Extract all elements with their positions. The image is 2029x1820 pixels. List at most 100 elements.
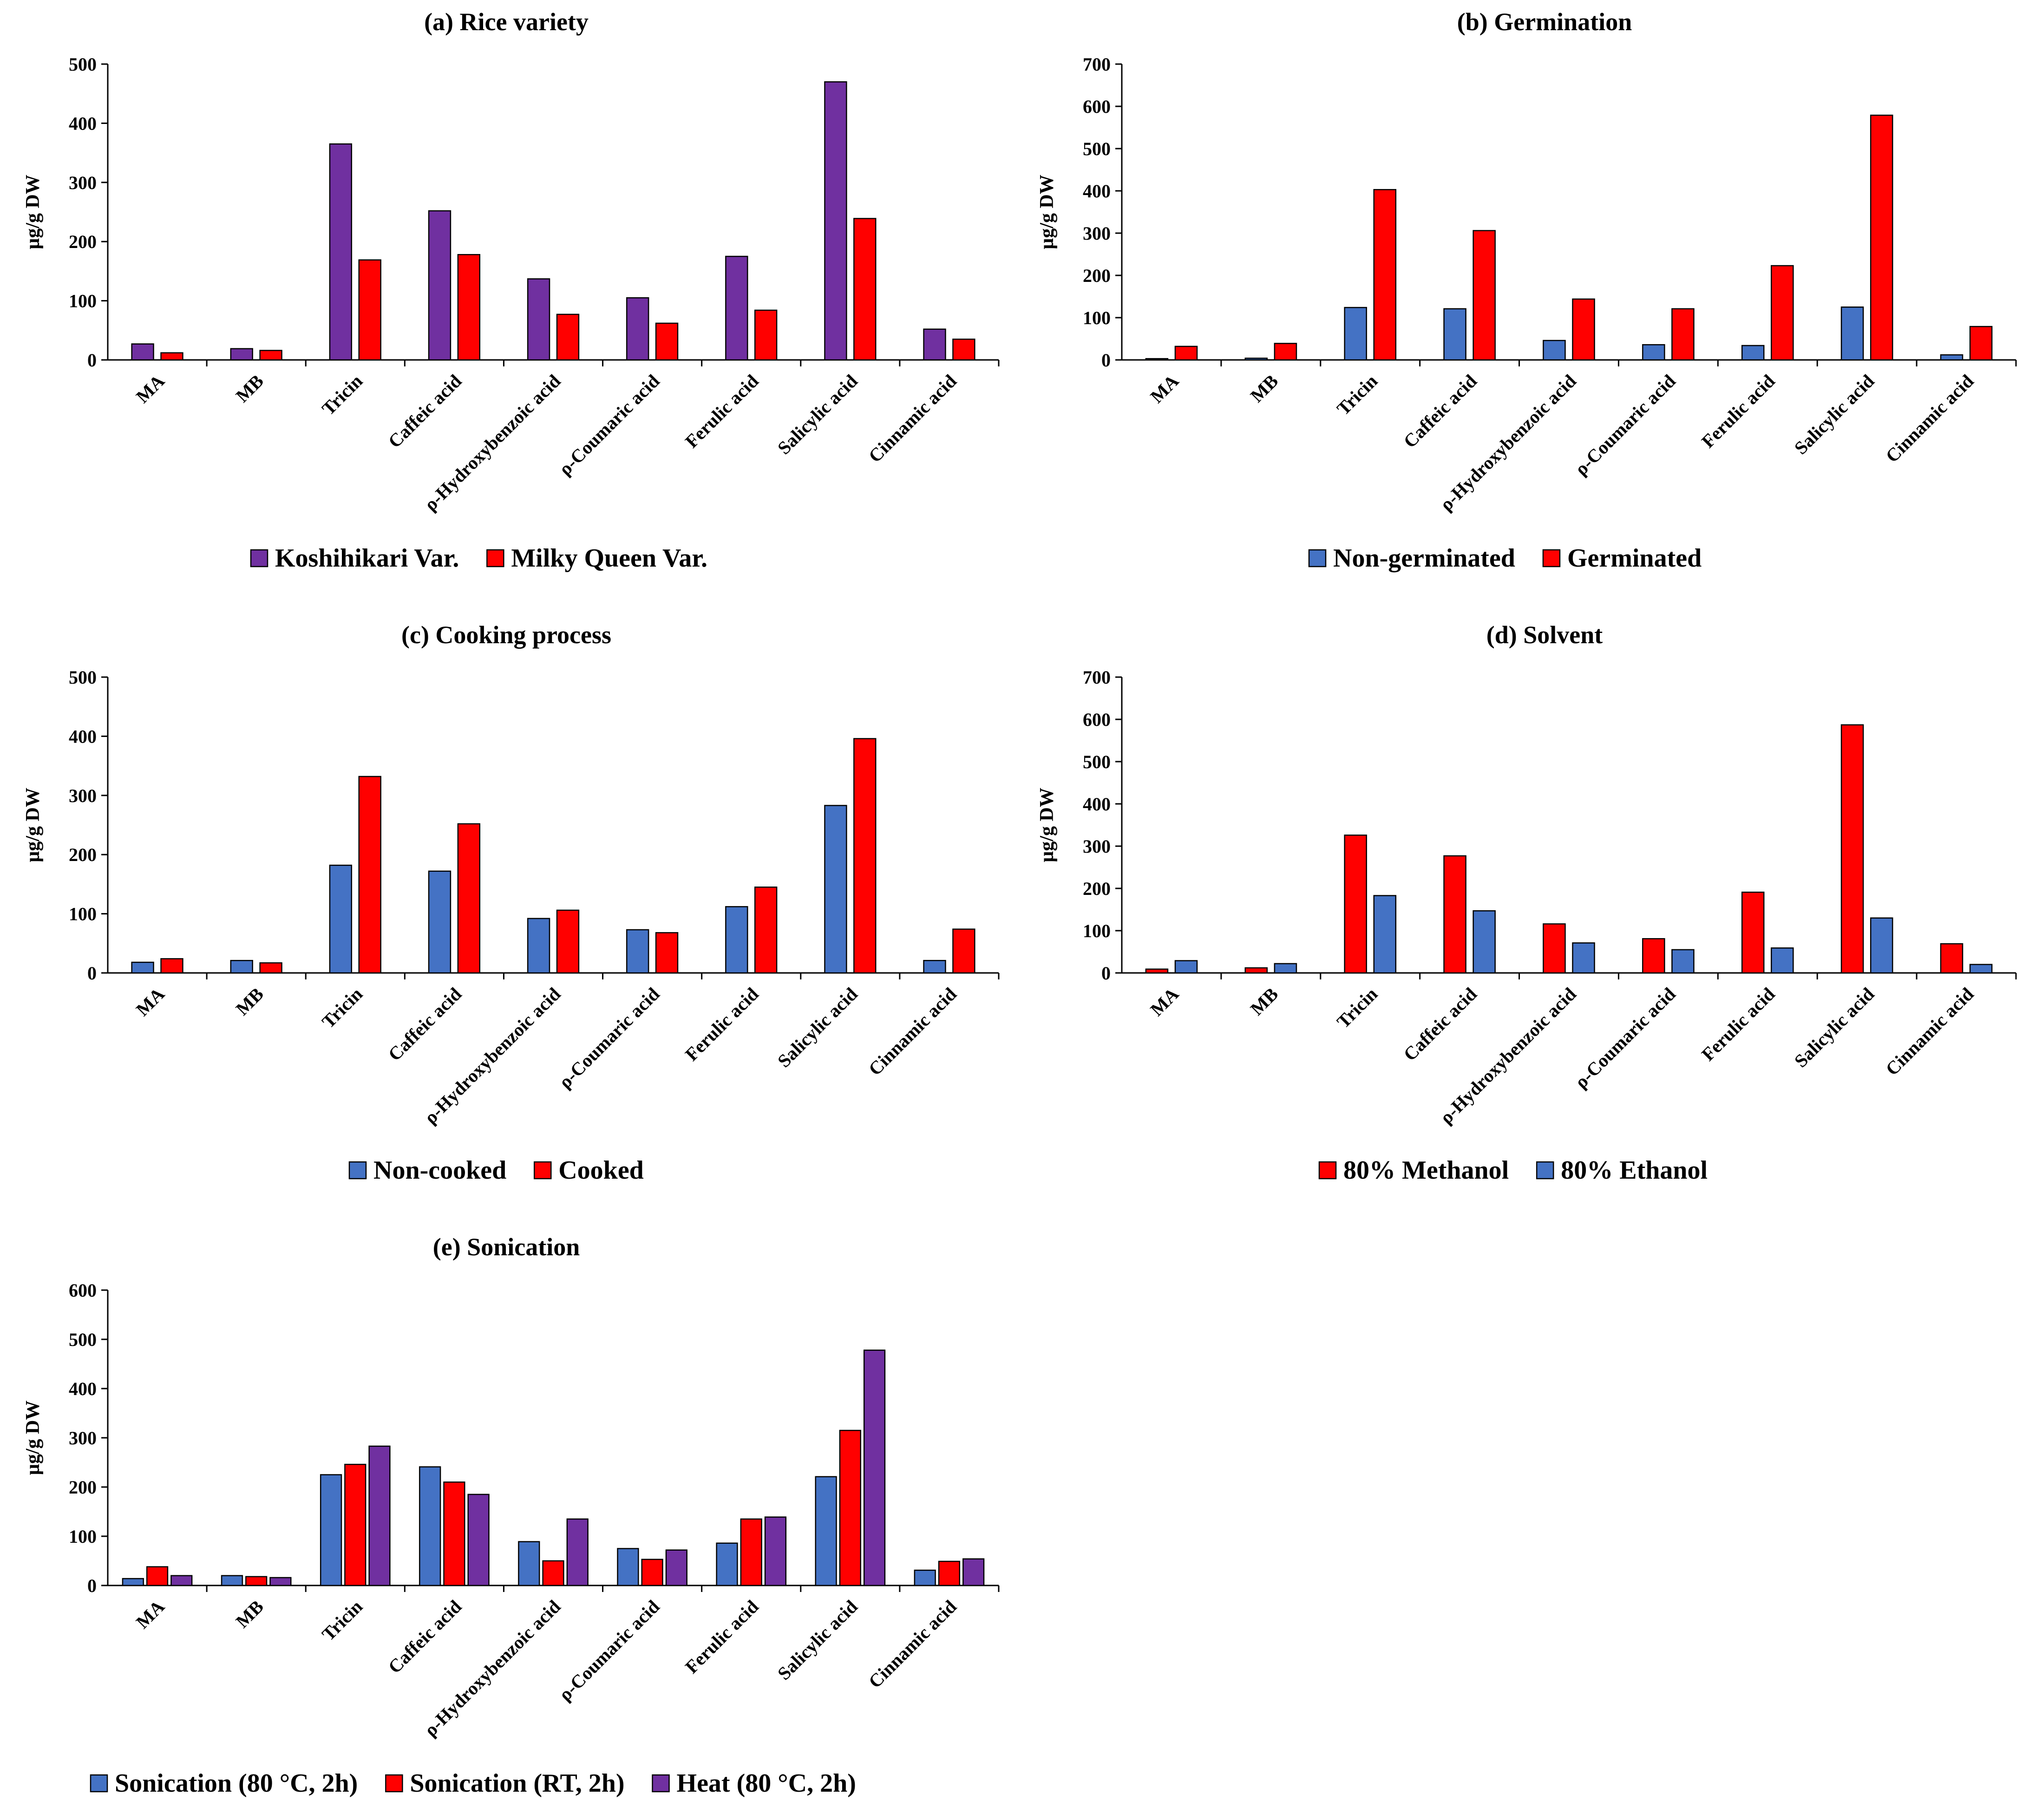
y-tick-label: 700: [1083, 54, 1111, 75]
legend-swatch: [1542, 549, 1561, 568]
y-tick-label: 700: [1083, 667, 1111, 688]
bar-sonication-rt-2h: [938, 1560, 961, 1586]
legend-swatch: [1308, 549, 1327, 568]
y-axis-label: µg/g DW: [22, 788, 44, 862]
bar-sonication-80-c-2h: [914, 1569, 936, 1586]
legend-label: Non-germinated: [1333, 544, 1515, 573]
y-tick-label: 400: [69, 113, 97, 134]
x-tick-label: Salicylic acid: [1790, 371, 1878, 459]
legend-label: Milky Queen Var.: [511, 544, 707, 573]
x-tick-label: ρ-Coumaric acid: [555, 984, 664, 1093]
x-tick-label: Salicylic acid: [1790, 984, 1878, 1072]
chart-title: (a) Rice variety: [424, 8, 589, 36]
y-tick-label: 200: [69, 231, 97, 252]
bar-heat-80-c-2h: [269, 1577, 292, 1586]
y-tick-label: 100: [69, 1526, 97, 1547]
y-tick-label: 100: [69, 904, 97, 925]
bar-80-methanol: [1543, 923, 1566, 974]
x-tick-label: Cinnamic acid: [864, 1596, 961, 1692]
bar-sonication-rt-2h: [641, 1559, 663, 1586]
bar-non-cooked: [923, 959, 946, 974]
bar-germinated: [1572, 298, 1595, 361]
bar-milky-queen-var: [358, 259, 381, 361]
bar-heat-80-c-2h: [764, 1516, 787, 1586]
bar-non-cooked: [527, 918, 550, 974]
bar-koshihikari-var: [428, 210, 452, 361]
y-tick-label: 500: [1083, 138, 1111, 159]
bar-germinated: [1870, 114, 1893, 361]
bar-non-cooked: [329, 864, 353, 974]
bar-80-methanol: [1940, 943, 1964, 974]
bar-sonication-80-c-2h: [617, 1548, 639, 1586]
x-tick-label: MB: [232, 1596, 268, 1632]
x-tick-label: ρ-Coumaric acid: [1571, 984, 1680, 1093]
bar-koshihikari-var: [626, 297, 649, 361]
bar-non-cooked: [626, 929, 649, 974]
bar-koshihikari-var: [131, 343, 154, 361]
legend-label: Heat (80 °C, 2h): [677, 1769, 856, 1798]
legend-label: Non-cooked: [373, 1156, 506, 1185]
legend-swatch: [533, 1161, 552, 1180]
x-tick-label: Ferulic acid: [681, 984, 763, 1065]
y-tick-label: 300: [1083, 836, 1111, 857]
y-tick-label: 0: [1101, 963, 1111, 984]
x-tick-label: MB: [1246, 371, 1282, 406]
bar-80-ethanol: [1969, 964, 1993, 974]
x-tick-label: MA: [1146, 983, 1183, 1020]
bar-milky-queen-var: [457, 254, 481, 361]
bar-80-methanol: [1344, 835, 1367, 974]
x-tick-label: Cinnamic acid: [1881, 371, 1977, 467]
bar-80-methanol: [1642, 938, 1665, 974]
y-tick-label: 300: [1083, 223, 1111, 244]
y-tick-label: 600: [69, 1280, 97, 1301]
bar-heat-80-c-2h: [368, 1445, 391, 1586]
x-tick-label: Caffeic acid: [384, 1596, 466, 1678]
bar-non-germinated: [1145, 358, 1169, 361]
bar-sonication-80-c-2h: [716, 1542, 738, 1586]
bar-80-ethanol: [1274, 963, 1297, 974]
bar-heat-80-c-2h: [962, 1558, 985, 1586]
bar-80-ethanol: [1671, 949, 1695, 974]
bar-sonication-rt-2h: [542, 1560, 564, 1586]
bar-milky-queen-var: [754, 309, 778, 361]
y-tick-label: 500: [69, 667, 97, 688]
legend: Non-cooked Cooked: [348, 1156, 644, 1185]
y-tick-label: 400: [69, 726, 97, 747]
bar-heat-80-c-2h: [863, 1350, 886, 1586]
y-tick-label: 100: [69, 291, 97, 312]
bar-non-germinated: [1840, 307, 1864, 361]
bar-koshihikari-var: [527, 278, 550, 361]
chart-panel-d: (d) Solvent µg/g DW 0 100 200 300 400 500 600 700…: [1036, 621, 2017, 1185]
x-tick-label: Tricin: [318, 371, 367, 419]
bar-sonication-rt-2h: [740, 1518, 762, 1586]
y-tick-label: 300: [69, 172, 97, 193]
bar-non-germinated: [1642, 344, 1665, 361]
chart-title: (c) Cooking process: [401, 621, 611, 649]
legend-swatch: [652, 1774, 670, 1793]
legend-swatch: [250, 549, 268, 568]
y-axis-label: µg/g DW: [22, 1401, 44, 1475]
bar-80-ethanol: [1771, 947, 1794, 974]
bar-cooked: [358, 776, 381, 974]
bar-germinated: [1473, 230, 1496, 361]
y-axis-label: µg/g DW: [1036, 788, 1058, 862]
bar-non-germinated: [1244, 358, 1268, 361]
bar-80-methanol: [1244, 967, 1268, 974]
bar-cooked: [457, 823, 481, 974]
x-tick-label: Cinnamic acid: [1881, 984, 1977, 1080]
x-tick-label: MA: [1146, 370, 1183, 407]
legend-label: 80% Ethanol: [1561, 1156, 1708, 1185]
chart-title: (b) Germination: [1457, 8, 1632, 36]
x-tick-label: MB: [232, 984, 268, 1019]
y-tick-label: 200: [69, 844, 97, 865]
x-tick-label: Tricin: [318, 1596, 367, 1645]
x-tick-label: MA: [132, 370, 169, 407]
bar-germinated: [1174, 346, 1198, 361]
bar-sonication-rt-2h: [839, 1429, 861, 1586]
legend: Koshihikari Var. Milky Queen Var.: [250, 544, 707, 573]
bar-non-germinated: [1443, 308, 1466, 361]
x-tick-label: MA: [132, 983, 169, 1020]
y-tick-label: 400: [1083, 181, 1111, 202]
bar-non-cooked: [725, 906, 748, 974]
